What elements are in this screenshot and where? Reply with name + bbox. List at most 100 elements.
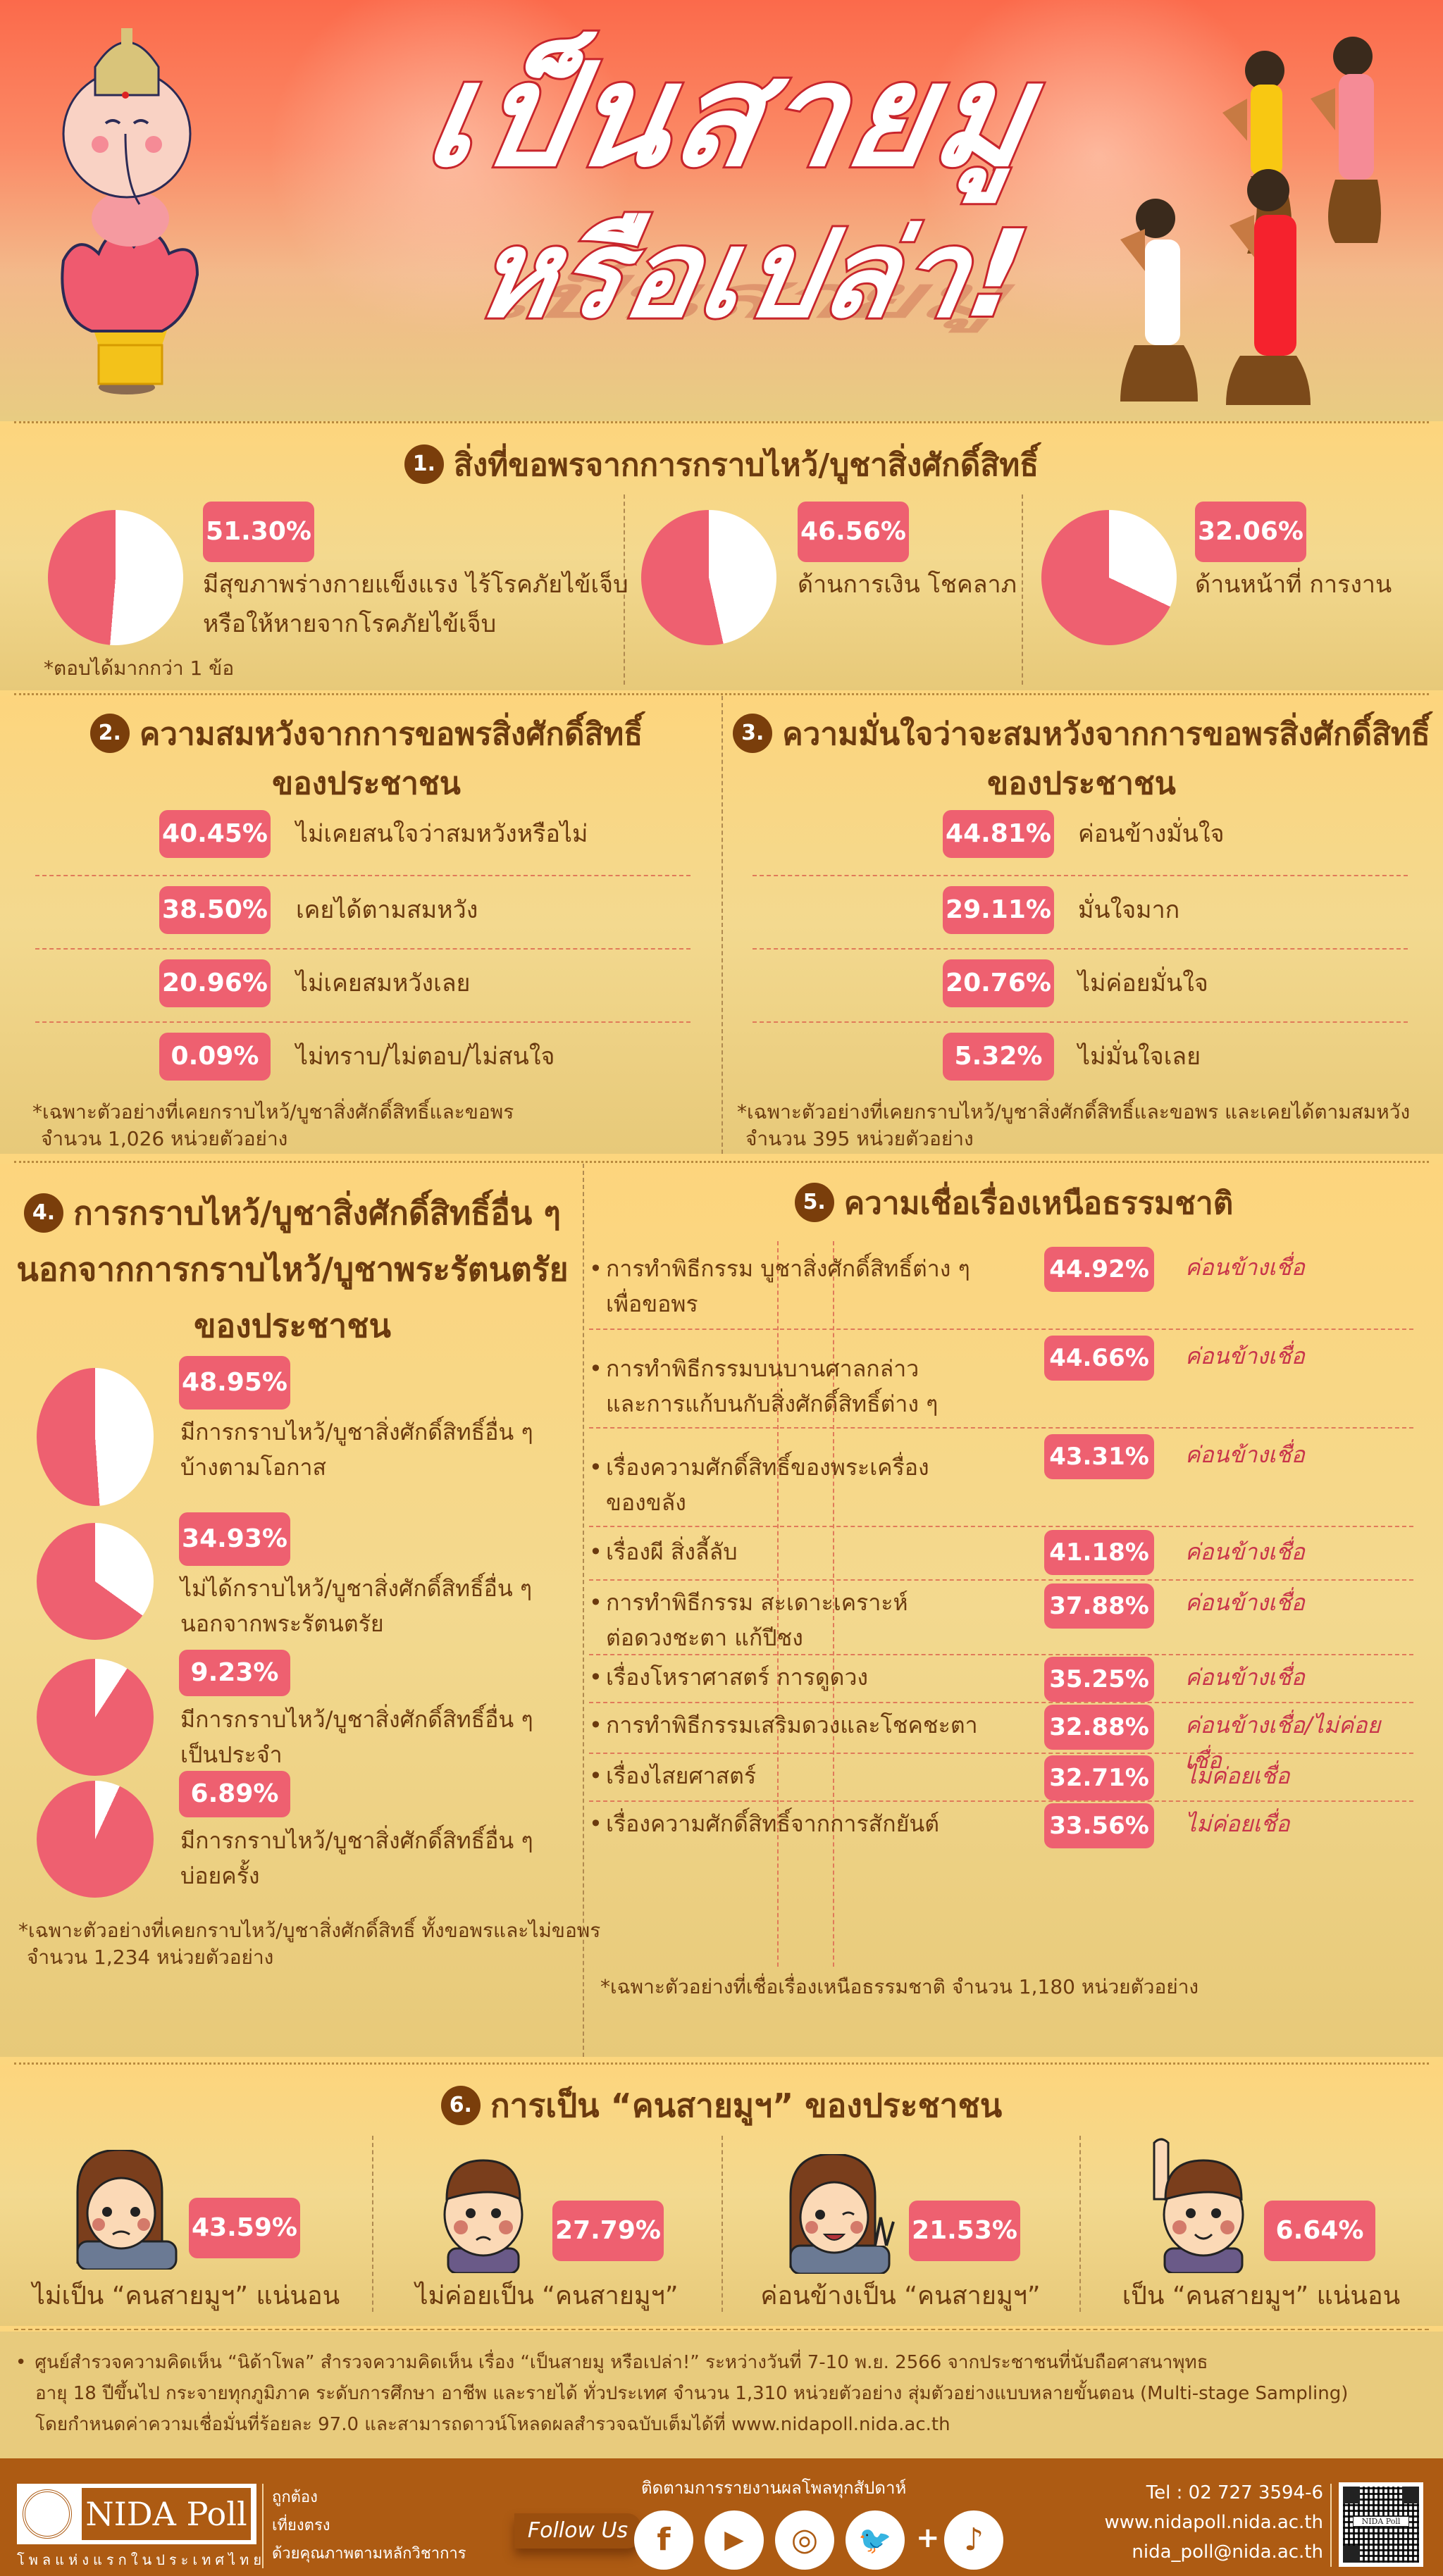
- bullet-icon: •: [589, 1538, 602, 1565]
- dharma-wheel-icon: [23, 2489, 72, 2539]
- avatar-girl-peace-sign: [789, 2154, 895, 2274]
- column-divider: [1022, 494, 1023, 685]
- title-line-1: เป็นสายมู: [412, 32, 1050, 200]
- section-5-title: 5. ความเชื่อเรื่องเหนือธรรมชาติ: [585, 1179, 1443, 1228]
- column-divider: [1079, 2136, 1081, 2312]
- methodology: • ศูนย์สำรวจความคิดเห็น “นิด้าโพล” สำรวจค…: [0, 2332, 1443, 2458]
- list-item: 20.76% ไม่ค่อยมั่นใจ: [753, 950, 1408, 1023]
- page-title: เป็นสายมู หรือเปล่า!: [303, 28, 1134, 347]
- nida-poll-logo[interactable]: NIDA Poll: [17, 2484, 256, 2544]
- column-divider: [833, 1241, 834, 1967]
- item-label: ไม่เป็น “คนสายมูฯ” แน่นอน: [32, 2282, 340, 2310]
- list-item: 40.45% ไม่เคยสนใจว่าสมหวังหรือไม่: [35, 803, 690, 876]
- instagram-icon[interactable]: ◎: [775, 2510, 834, 2570]
- percent-badge: 9.23%: [179, 1650, 290, 1696]
- tiktok-icon[interactable]: ♪: [944, 2510, 1003, 2570]
- column-divider: [372, 2136, 373, 2312]
- methodology-text: • ศูนย์สำรวจความคิดเห็น “นิด้าโพล” สำรวจค…: [16, 2352, 1349, 2435]
- column-divider: [722, 696, 723, 1154]
- column-divider: [583, 1164, 584, 2057]
- section-5-list: • การทำพิธีกรรม บูชาสิ่งศักดิ์สิทธิ์ต่าง …: [589, 1241, 1413, 1851]
- footnote: *เฉพาะตัวอย่างที่เคยกราบไหว้/บูชาสิ่งศัก…: [32, 1100, 514, 1150]
- bullet-icon: •: [589, 1589, 602, 1616]
- pie-chart-occasional: [37, 1368, 154, 1506]
- footnote: *เฉพาะตัวอย่างที่เคยกราบไหว้/บูชาสิ่งศัก…: [18, 1919, 601, 1969]
- percent-badge: 6.89%: [179, 1771, 290, 1817]
- bullet-icon: •: [16, 2352, 27, 2373]
- pie-chart-career: [1041, 510, 1177, 645]
- column-divider: [624, 494, 625, 685]
- email-link[interactable]: nida_poll@nida.ac.th: [1132, 2541, 1323, 2563]
- column-divider: [722, 2136, 723, 2312]
- list-item: 29.11% มั่นใจมาก: [753, 876, 1408, 950]
- section-4-5: 4. การกราบไหว้/บูชาสิ่งศักดิ์สิทธิ์อื่น ๆ…: [0, 1164, 1443, 2057]
- section-1-title: 1. สิ่งที่ขอพรจากการกราบไหว้/บูชาสิ่งศักด…: [0, 441, 1443, 490]
- title-line-2: หรือเปล่า!: [463, 203, 1042, 347]
- percent-badge: 6.64%: [1264, 2201, 1375, 2261]
- avatar-boy-thinking: [443, 2159, 524, 2273]
- bullet-icon: •: [589, 1454, 602, 1481]
- list-item: • การทำพิธีกรรม สะเดาะเคราะห์ ต่อดวงชะตา แ…: [589, 1581, 1413, 1655]
- item-label: มีสุขภาพร่างกายแข็งแรง ไร้โรคภัยไข้เจ็บ …: [203, 571, 628, 638]
- item-label: มีการกราบไหว้/บูชาสิ่งศักดิ์สิทธิ์อื่น ๆ…: [180, 1706, 533, 1768]
- bullet-icon: •: [589, 1810, 602, 1837]
- bullet-icon: •: [589, 1712, 602, 1738]
- section-2-list: 40.45% ไม่เคยสนใจว่าสมหวังหรือไม่ 38.50%…: [35, 803, 690, 1096]
- section-3-list: 44.81% ค่อนข้างมั่นใจ 29.11% มั่นใจมาก 2…: [753, 803, 1408, 1096]
- item-label: เป็น “คนสายมูฯ” แน่นอน: [1122, 2282, 1401, 2310]
- percent-badge: 51.30%: [203, 502, 314, 562]
- website-link[interactable]: www.nidapoll.nida.ac.th: [1104, 2512, 1323, 2533]
- twitter-icon[interactable]: 🐦: [846, 2510, 905, 2570]
- divider: [14, 421, 1429, 423]
- bullet-icon: •: [589, 1664, 602, 1691]
- percent-badge: 43.59%: [189, 2198, 300, 2258]
- list-item: • เรื่องความศักดิ์สิทธิ์จากการสักยันต์ 33…: [589, 1802, 1413, 1851]
- hero-banner: เป็นสายมู เป็นสายมู หรือเปล่า!: [0, 0, 1443, 421]
- pie-chart-frequent: [37, 1781, 154, 1898]
- percent-badge: 46.56%: [798, 502, 909, 562]
- list-item: 38.50% เคยได้ตามสมหวัง: [35, 876, 690, 950]
- list-item: • เรื่องโหราศาสตร์ การดูดวง 35.25% ค่อนข้…: [589, 1655, 1413, 1703]
- list-item: • การทำพิธีกรรมบนบานศาลกล่าว และการแก้บนกั…: [589, 1330, 1413, 1429]
- avatar-boy-hand-raised: [1153, 2138, 1244, 2273]
- percent-badge: 48.95%: [179, 1356, 290, 1410]
- pie-chart-regular: [37, 1659, 154, 1776]
- divider: [14, 693, 1429, 695]
- item-label: มีการกราบไหว้/บูชาสิ่งศักดิ์สิทธิ์อื่น ๆ…: [180, 1827, 533, 1889]
- bullet-icon: •: [589, 1762, 602, 1789]
- phone-number: Tel : 02 727 3594-6: [1146, 2482, 1323, 2503]
- divider: [14, 1161, 1429, 1163]
- avatar-girl-arms-crossed: [76, 2150, 178, 2270]
- footnote: *ตอบได้มากกว่า 1 ข้อ: [44, 657, 235, 680]
- list-item: 5.32% ไม่มั่นใจเลย: [753, 1023, 1408, 1096]
- pie-chart-finance: [641, 510, 776, 645]
- section-6-saimu: 6. การเป็น “คนสายมูฯ” ของประชาชน 43.59% ไ…: [0, 2065, 1443, 2326]
- list-item: 0.09% ไม่ทราบ/ไม่ตอบ/ไม่สนใจ: [35, 1023, 690, 1096]
- list-item: • เรื่องผี สิ่งลี้ลับ 41.18% ค่อนข้างเชื่…: [589, 1527, 1413, 1581]
- list-item: 20.96% ไม่เคยสมหวังเลย: [35, 950, 690, 1023]
- percent-badge: 21.53%: [909, 2201, 1020, 2261]
- section-1-wishes: 1. สิ่งที่ขอพรจากการกราบไหว้/บูชาสิ่งศักด…: [0, 424, 1443, 690]
- item-label: ด้านหน้าที่ การงาน: [1195, 571, 1392, 599]
- pie-chart-health: [48, 510, 183, 645]
- section-4-title: 4. การกราบไหว้/บูชาสิ่งศักดิ์สิทธิ์อื่น ๆ…: [16, 1193, 569, 1345]
- item-label: ค่อนข้างเป็น “คนสายมูฯ”: [760, 2282, 1041, 2310]
- item-label: ไม่ค่อยเป็น “คนสายมูฯ”: [415, 2282, 679, 2310]
- logo-tagline: โพลแห่งแรกในประเทศไทย: [17, 2551, 266, 2568]
- qr-code[interactable]: NIDA Poll: [1339, 2482, 1423, 2567]
- list-item: • เรื่องไสยศาสตร์ 32.71% ไม่ค่อยเชื่อ: [589, 1754, 1413, 1802]
- bullet-icon: •: [589, 1255, 602, 1282]
- item-label: ด้านการเงิน โชคลาภ: [798, 571, 1017, 599]
- youtube-icon[interactable]: ▶: [705, 2510, 764, 2570]
- section-6-title: 6. การเป็น “คนสายมูฯ” ของประชาชน: [0, 2081, 1443, 2130]
- item-label: ไม่ได้กราบไหว้/บูชาสิ่งศักดิ์สิทธิ์อื่น …: [180, 1575, 533, 1637]
- praying-people-illustration: [1120, 37, 1381, 405]
- percent-badge: 27.79%: [552, 2201, 664, 2261]
- footnote: *เฉพาะตัวอย่างที่เคยกราบไหว้/บูชาสิ่งศัก…: [737, 1100, 1411, 1150]
- plus-sign: +: [916, 2522, 940, 2554]
- list-item: 44.81% ค่อนข้างมั่นใจ: [753, 803, 1408, 876]
- bullet-icon: •: [589, 1355, 602, 1382]
- contact-info: Tel : 02 727 3594-6 www.nidapoll.nida.ac…: [1104, 2478, 1323, 2567]
- section-3-title: 3. ความมั่นใจว่าจะสมหวังจากการขอพรสิ่งศัก…: [733, 710, 1430, 809]
- facebook-icon[interactable]: f: [634, 2510, 693, 2570]
